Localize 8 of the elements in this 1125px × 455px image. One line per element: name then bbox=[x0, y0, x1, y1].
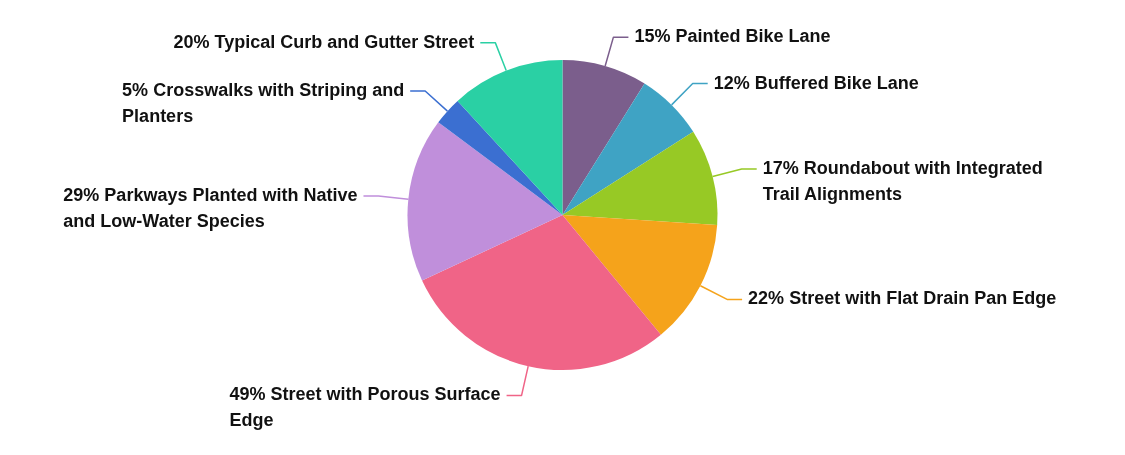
slice-label: 49% Street with Porous Surface Edge bbox=[229, 384, 501, 431]
slice-label: 22% Street with Flat Drain Pan Edge bbox=[748, 288, 1057, 309]
slice-label: 15% Painted Bike Lane bbox=[634, 26, 831, 47]
slice-label: 29% Parkways Planted with Native and Low-Water Species bbox=[63, 185, 358, 232]
slice-label: 20% Typical Curb and Gutter Street bbox=[173, 31, 475, 52]
slice-label: 17% Roundabout with Integrated Trail Alignments bbox=[762, 158, 1043, 205]
slice-label: 5% Crosswalks with Striping and Planters bbox=[122, 80, 405, 127]
slice-label: 12% Buffered Bike Lane bbox=[713, 72, 919, 93]
